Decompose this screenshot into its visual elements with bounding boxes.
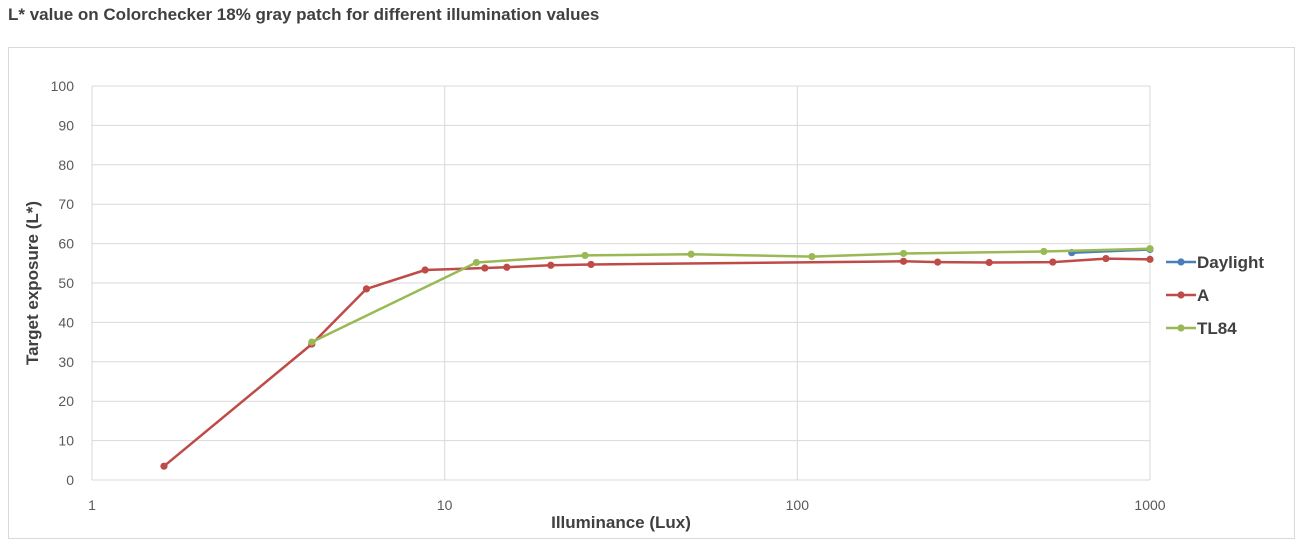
series-lines <box>160 245 1154 470</box>
data-point-a <box>421 266 429 274</box>
data-point-a <box>1146 255 1154 263</box>
y-tick-label: 80 <box>58 157 74 173</box>
data-point-a <box>1049 258 1057 266</box>
x-tick-label: 100 <box>786 497 810 513</box>
legend-label-daylight: Daylight <box>1197 253 1264 272</box>
data-point-a <box>587 260 595 269</box>
data-point-a <box>985 258 993 267</box>
data-point-a <box>160 462 168 470</box>
data-point-tl84 <box>1146 245 1154 253</box>
legend-marker-daylight <box>1177 258 1185 266</box>
data-point-a <box>481 264 489 272</box>
x-axis-title: Illuminance (Lux) <box>551 513 691 532</box>
x-tick-label: 1 <box>88 497 96 513</box>
y-tick-label: 90 <box>58 117 74 133</box>
data-point-tl84 <box>899 249 908 258</box>
data-point-a <box>547 261 555 269</box>
y-tick-label: 0 <box>66 472 74 488</box>
legend-label-tl84: TL84 <box>1197 319 1237 338</box>
y-tick-label: 10 <box>58 433 74 449</box>
chart-title: L* value on Colorchecker 18% gray patch … <box>8 5 600 24</box>
y-tick-label: 40 <box>58 314 74 330</box>
chart-frame <box>8 47 1295 539</box>
data-point-a <box>899 257 908 265</box>
data-point-a <box>934 258 942 266</box>
data-point-tl84 <box>308 338 316 346</box>
data-point-a <box>1102 254 1110 263</box>
series-line-a <box>163 257 1151 468</box>
data-point-tl84 <box>808 253 816 261</box>
legend-label-a: A <box>1197 286 1209 305</box>
data-point-tl84 <box>687 250 695 258</box>
y-tick-label: 30 <box>58 354 74 370</box>
y-tick-label: 50 <box>58 275 74 291</box>
legend-marker-a <box>1177 291 1185 299</box>
data-point-tl84 <box>581 251 589 260</box>
x-tick-label: 1000 <box>1134 497 1165 513</box>
data-point-tl84 <box>1040 247 1048 256</box>
legend-marker-tl84 <box>1177 324 1185 332</box>
data-point-a <box>362 285 371 293</box>
y-tick-label: 60 <box>58 236 74 252</box>
data-point-tl84 <box>472 258 480 267</box>
y-tick-label: 20 <box>58 393 74 409</box>
y-tick-label: 100 <box>51 78 75 94</box>
y-tick-label: 70 <box>58 196 74 212</box>
gridlines <box>91 85 1151 481</box>
x-tick-label: 10 <box>437 497 453 513</box>
series-line-tl84 <box>311 247 1151 344</box>
data-point-a <box>503 263 511 271</box>
y-axis-title: Target exposure (L*) <box>23 201 42 365</box>
legend: Daylight A TL84 <box>1166 253 1264 338</box>
